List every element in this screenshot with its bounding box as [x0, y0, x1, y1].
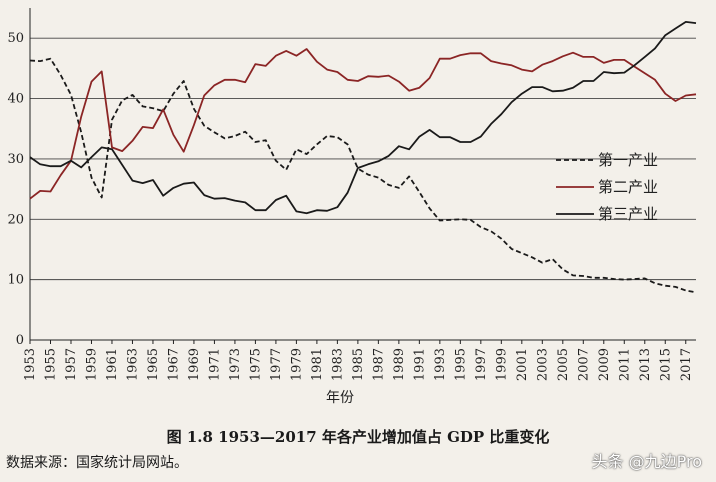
x-tick-label: 1971 — [207, 348, 222, 381]
x-tick-label: 1983 — [330, 348, 345, 381]
x-tick-label: 1987 — [371, 348, 386, 381]
x-tick-label: 1961 — [105, 348, 120, 381]
x-tick-label: 1965 — [146, 348, 161, 381]
x-tick-label: 2011 — [617, 348, 632, 381]
y-tick-label: 40 — [7, 92, 24, 107]
series-line-2 — [29, 48, 697, 200]
x-tick-label: 1967 — [166, 348, 181, 381]
y-tick-label: 20 — [7, 212, 24, 227]
legend-label-3: 第三产业 — [598, 205, 658, 223]
x-tick-label: 1997 — [474, 348, 489, 381]
series-line-3 — [29, 20, 697, 215]
axes: 0 10 20 30 40 50 1953 1955 1957 1959 1961 1963 1965 1… — [7, 8, 696, 381]
x-tick-label: 1953 — [23, 348, 38, 381]
y-tick-label: 10 — [7, 273, 24, 288]
x-tick-label: 1959 — [84, 348, 99, 381]
x-tick-label: 1955 — [43, 348, 58, 381]
x-tick-label: 2013 — [638, 348, 653, 381]
x-tick-label: 2003 — [535, 348, 550, 381]
legend-label-1: 第一产业 — [598, 151, 658, 169]
x-tick-label: 1975 — [248, 348, 263, 381]
series-line-1 — [29, 57, 697, 294]
x-tick-label: 1977 — [269, 348, 284, 381]
line-chart: 0 10 20 30 40 50 1953 1955 1957 1959 1961 1963 1965 1… — [7, 8, 697, 406]
watermark-text: 头条 @九边Pro — [591, 452, 702, 471]
x-tick-label: 2015 — [658, 348, 673, 381]
x-tick-label: 1989 — [392, 348, 407, 381]
x-tick-label: 2005 — [556, 348, 571, 381]
x-tick-label: 1999 — [494, 348, 509, 381]
x-tick-label: 1985 — [351, 348, 366, 381]
x-axis-label: 年份 — [326, 390, 354, 406]
x-tick-label: 1973 — [228, 348, 243, 381]
legend-label-2: 第二产业 — [598, 178, 658, 196]
data-source-note: 数据来源：国家统计局网站。 — [6, 455, 188, 471]
x-tick-label: 2001 — [515, 348, 530, 381]
series-lines — [29, 20, 697, 294]
x-tick-label: 1993 — [433, 348, 448, 381]
x-tick-label: 2007 — [576, 348, 591, 381]
gridlines — [30, 37, 696, 281]
x-tick-label: 1969 — [187, 348, 202, 381]
x-tick-label: 2009 — [597, 348, 612, 381]
y-tick-label: 30 — [7, 152, 24, 167]
x-tick-label: 1991 — [412, 348, 427, 381]
x-tick-label: 1981 — [310, 348, 325, 381]
x-tick-label: 1957 — [64, 348, 79, 381]
x-tick-label: 1963 — [125, 348, 140, 381]
x-tick-label: 1995 — [453, 348, 468, 381]
figure-caption: 图 1.8 1953—2017 年各产业增加值占 GDP 比重变化 — [166, 428, 550, 446]
y-tick-label: 0 — [16, 333, 24, 348]
x-tick-label: 1979 — [289, 348, 304, 381]
y-tick-label: 50 — [7, 31, 24, 46]
x-tick-label: 2017 — [679, 348, 694, 381]
